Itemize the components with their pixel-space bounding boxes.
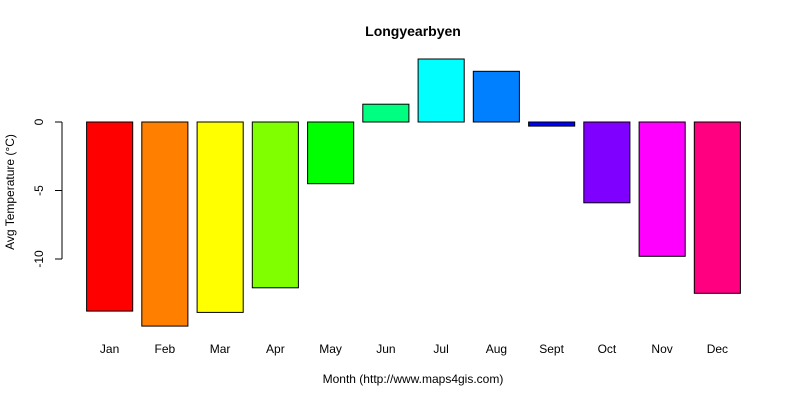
x-tick-label-aug: Aug: [486, 342, 507, 356]
x-tick-label-jun: Jun: [376, 342, 395, 356]
bar-feb: [141, 121, 189, 327]
bar-oct: [583, 121, 631, 204]
y-axis: 0 -5 -10: [32, 118, 63, 268]
y-tick-label: -10: [32, 250, 46, 268]
x-tick-label-feb: Feb: [155, 342, 176, 356]
bar-aug: [472, 70, 520, 123]
bar-sept: [528, 121, 576, 127]
x-tick-label-oct: Oct: [598, 342, 617, 356]
bar-may: [307, 121, 355, 185]
x-tick-label-may: May: [319, 342, 342, 356]
x-axis-label: Month (http://www.maps4gis.com): [323, 372, 504, 386]
x-tick-label-dec: Dec: [707, 342, 728, 356]
y-axis-label: Avg Temperature (°C): [3, 134, 17, 250]
x-tick-label-jan: Jan: [100, 342, 119, 356]
x-tick-label-sept: Sept: [539, 342, 564, 356]
x-tick-label-mar: Mar: [210, 342, 231, 356]
bar-jun: [362, 103, 410, 123]
bar-apr: [251, 121, 299, 289]
x-tick-label-jul: Jul: [433, 342, 448, 356]
bar-nov: [638, 121, 686, 257]
bar-jul: [417, 58, 465, 123]
x-axis-labels: Jan Feb Mar Apr May Jun Jul Aug Sept Oct Nov Dec: [100, 342, 728, 356]
chart-title: Longyearbyen: [365, 23, 461, 39]
bars-group: [86, 58, 741, 327]
y-tick-label: -5: [32, 185, 46, 196]
x-tick-label-nov: Nov: [651, 342, 672, 356]
bar-mar: [196, 121, 244, 313]
x-tick-label-apr: Apr: [266, 342, 285, 356]
bar-jan: [86, 121, 134, 312]
y-tick-label: 0: [32, 118, 46, 125]
bar-dec: [693, 121, 741, 294]
